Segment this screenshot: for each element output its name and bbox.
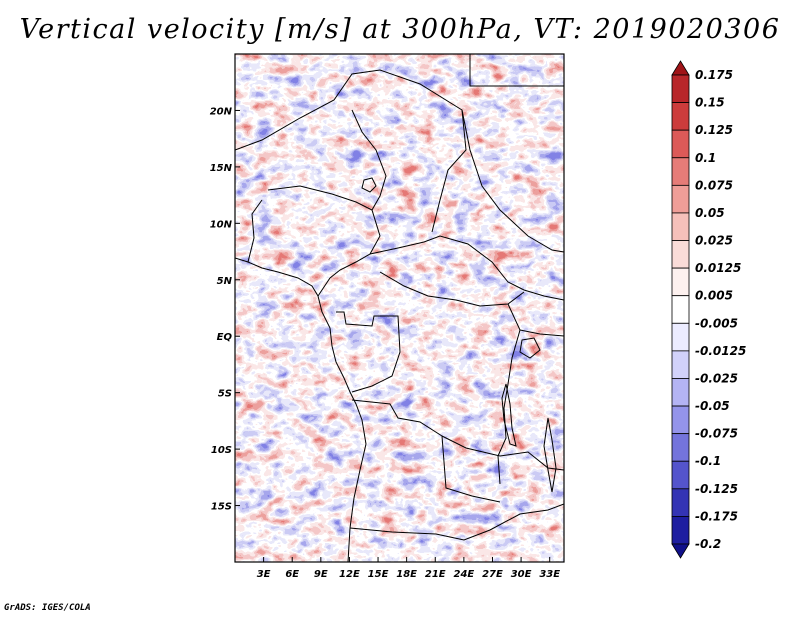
lon-tick-label: 33E: [539, 569, 560, 580]
border-sudan: [461, 109, 564, 253]
colorbar-box: [671, 295, 690, 324]
colorbar-box: [671, 267, 690, 297]
lon-tick-label: 18E: [396, 569, 417, 580]
colorbar-label: -0.025: [695, 371, 738, 385]
colorbar-label: 0.15: [695, 96, 725, 110]
colorbar-box: [671, 378, 690, 407]
border-niger-chad: [235, 69, 467, 233]
colorbar-label: -0.075: [695, 427, 738, 441]
lon-tick-label: 9E: [314, 569, 328, 580]
colorbar-top-arrow: [671, 60, 690, 76]
lon-tick-label: 27E: [482, 569, 503, 580]
lake-chad: [361, 177, 377, 193]
lat-tick-label: 15N: [210, 163, 233, 174]
colorbar-label: 0.125: [695, 123, 733, 137]
colorbar-box: [671, 405, 690, 435]
border-drc-east: [497, 303, 521, 485]
lake-victoria: [519, 337, 541, 359]
colorbar: 0.175 0.15 0.125 0.1 0.075 0.05 0.025 0.0125 0.0…: [671, 60, 746, 559]
lon-tick-label: 24E: [453, 569, 474, 580]
lon-tick-label: 6E: [285, 569, 299, 580]
colorbar-label: -0.125: [695, 482, 738, 496]
lat-tick-label: 5S: [218, 389, 232, 400]
colorbar-box: [671, 488, 690, 517]
colorbar-box: [671, 157, 690, 186]
colorbar-box: [671, 322, 690, 352]
colorbar-box: [671, 102, 690, 131]
colorbar-label: -0.05: [695, 399, 730, 413]
colorbar-box: [671, 129, 690, 159]
colorbar-box: [671, 350, 690, 379]
lon-tick-label: 30E: [511, 569, 532, 580]
colorbar-label: 0.1: [695, 151, 716, 165]
lat-tick-label: 20N: [210, 106, 233, 117]
colorbar-box: [671, 516, 690, 545]
lat-axis: 20N 15N 10N 5N EQ 5S 10S 15S: [210, 106, 240, 513]
map-panel: 3E 6E 9E 12E 15E 18E 21E 24E 27E 30E 33E 20N 15N 10N…: [210, 53, 565, 580]
colorbar-label: -0.005: [695, 316, 738, 330]
border-east-africa: [523, 289, 564, 301]
colorbar-label: -0.175: [695, 509, 738, 523]
colorbar-box: [671, 460, 690, 490]
lon-tick-label: 12E: [339, 569, 360, 580]
lon-tick-label: 15E: [368, 569, 389, 580]
colorbar-label: -0.2: [695, 537, 721, 551]
colorbar-box: [671, 184, 690, 214]
lat-tick-label: 10N: [210, 219, 233, 230]
lat-tick-label: 15S: [211, 502, 232, 513]
lat-tick-label: 10S: [211, 445, 232, 456]
colorbar-label: -0.1: [695, 454, 721, 468]
colorbar-box: [671, 74, 690, 103]
grads-footer: GrADS: IGES/COLA: [4, 603, 91, 613]
colorbar-label: 0.075: [695, 178, 733, 192]
lon-tick-label: 3E: [257, 569, 271, 580]
coastline-west-africa: [235, 257, 367, 562]
vertical-velocity-field: [235, 54, 564, 562]
lake-malawi: [543, 417, 557, 493]
colorbar-label: -0.0125: [695, 344, 746, 358]
colorbar-box: [671, 433, 690, 462]
border-congo-gabon: [336, 311, 401, 393]
lon-axis: 3E 6E 9E 12E 15E 18E 21E 24E 27E 30E 33E: [257, 557, 560, 580]
map-frame: [234, 53, 565, 563]
border-zambia: [441, 435, 564, 471]
border-cameroon-chad: [351, 109, 387, 211]
colorbar-box: [671, 212, 690, 241]
border-cameroon-car: [369, 235, 525, 291]
border-tanzania: [519, 329, 564, 337]
colorbar-bottom-arrow: [671, 543, 690, 559]
colorbar-label: 0.05: [695, 206, 725, 220]
border-nigeria: [267, 185, 381, 297]
colorbar-label: 0.025: [695, 234, 733, 248]
border-angola-namibia: [349, 503, 564, 541]
chart-title: Vertical velocity [m/s] at 300hPa, VT: 2…: [19, 14, 781, 45]
country-borders: [235, 54, 564, 562]
border-benin-togo: [247, 199, 263, 263]
lon-tick-label: 21E: [425, 569, 446, 580]
colorbar-box: [671, 240, 690, 269]
colorbar-label: 0.175: [695, 68, 733, 82]
lat-tick-label: 5N: [217, 276, 233, 287]
lake-tanganyika: [501, 383, 517, 447]
border-libya-egypt: [469, 54, 564, 87]
lat-tick-label: EQ: [217, 332, 233, 343]
colorbar-label: 0.0125: [695, 261, 741, 275]
colorbar-label: 0.005: [695, 289, 733, 303]
